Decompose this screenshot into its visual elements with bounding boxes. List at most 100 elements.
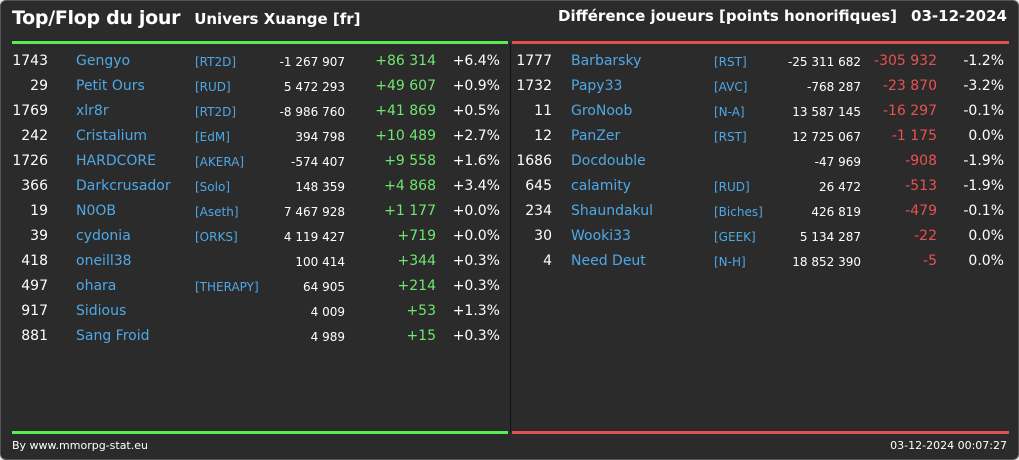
alliance-tag-link[interactable]: [THERAPY]	[195, 280, 259, 294]
points-diff: +86 314	[375, 53, 436, 69]
player-rank: 4	[543, 253, 552, 269]
alliance-tag-link[interactable]: [RST]	[714, 55, 747, 69]
alliance-tag-link[interactable]: [Solo]	[195, 180, 230, 194]
flop-row: 1686 Docdouble -47 969 -908 -1.9%	[511, 149, 1018, 174]
top-divider-red	[512, 41, 1009, 44]
percent-change: +6.4%	[452, 53, 500, 69]
player-name-link[interactable]: Petit Ours	[76, 78, 145, 94]
percent-change: -0.1%	[963, 103, 1004, 119]
alliance-tag-link[interactable]: [RT2D]	[195, 105, 237, 119]
player-points: 148 359	[295, 180, 345, 194]
player-name-link[interactable]: xlr8r	[76, 103, 109, 119]
player-name-link[interactable]: Barbarsky	[571, 53, 642, 69]
top-row: 39 cydonia [ORKS] 4 119 427 +719 +0.0%	[1, 224, 510, 249]
alliance-tag-link[interactable]: [GEEK]	[714, 230, 756, 244]
header-date: 03-12-2024	[911, 7, 1007, 25]
player-name-link[interactable]: Sidious	[76, 303, 127, 319]
alliance-tag-link[interactable]: [N-H]	[714, 255, 746, 269]
player-points: -8 986 760	[279, 105, 345, 119]
player-points: 13 587 145	[792, 105, 861, 119]
player-name-link[interactable]: GroNoob	[571, 103, 633, 119]
percent-change: -1.9%	[963, 153, 1004, 169]
top-row: 29 Petit Ours [RUD] 5 472 293 +49 607 +0.9%	[1, 74, 510, 99]
percent-change: +1.3%	[452, 303, 500, 319]
player-rank: 497	[21, 278, 48, 294]
player-rank: 881	[21, 328, 48, 344]
bottom-divider-red	[512, 431, 1009, 434]
alliance-tag-link[interactable]: [AKERA]	[195, 155, 245, 169]
points-diff: -513	[905, 178, 937, 194]
alliance-tag-link[interactable]: [EdM]	[195, 130, 230, 144]
percent-change: +0.0%	[452, 228, 500, 244]
alliance-tag-link[interactable]: [RUD]	[714, 180, 750, 194]
player-points: 5 134 287	[799, 230, 861, 244]
player-name-link[interactable]: Wooki33	[571, 228, 631, 244]
player-name-link[interactable]: N0OB	[76, 203, 117, 219]
player-rank: 234	[525, 203, 552, 219]
player-points: 4 119 427	[283, 230, 345, 244]
footer-credit: By www.mmorpg-stat.eu	[12, 439, 148, 452]
column-divider	[510, 44, 511, 432]
alliance-tag-link[interactable]: [AVC]	[714, 80, 748, 94]
points-diff: +15	[406, 328, 436, 344]
player-name-link[interactable]: HARDCORE	[76, 153, 156, 169]
top-row: 1743 Gengyo [RT2D] -1 267 907 +86 314 +6.4%	[1, 49, 510, 74]
player-rank: 242	[21, 128, 48, 144]
player-name-link[interactable]: Sang Froid	[76, 328, 150, 344]
points-diff: +1 177	[384, 203, 436, 219]
player-points: 394 798	[295, 130, 345, 144]
player-name-link[interactable]: Darkcrusador	[76, 178, 171, 194]
alliance-tag-link[interactable]: [RT2D]	[195, 55, 237, 69]
points-diff: -16 297	[882, 103, 937, 119]
player-rank: 29	[30, 78, 48, 94]
player-rank: 917	[21, 303, 48, 319]
points-diff: +9 558	[384, 153, 436, 169]
alliance-tag-link[interactable]: [RUD]	[195, 80, 231, 94]
percent-change: +0.0%	[452, 203, 500, 219]
percent-change: -1.2%	[963, 53, 1004, 69]
points-diff: +214	[397, 278, 436, 294]
alliance-tag-link[interactable]: [Biches]	[714, 205, 763, 219]
points-diff: +53	[406, 303, 436, 319]
flop-row: 4 Need Deut [N-H] 18 852 390 -5 0.0%	[511, 249, 1018, 274]
player-rank: 1743	[12, 53, 48, 69]
player-name-link[interactable]: Need Deut	[571, 253, 646, 269]
flop-row: 1777 Barbarsky [RST] -25 311 682 -305 932 -1.…	[511, 49, 1018, 74]
player-name-link[interactable]: Docdouble	[571, 153, 646, 169]
player-name-link[interactable]: calamity	[571, 178, 632, 194]
top-row: 881 Sang Froid 4 989 +15 +0.3%	[1, 324, 510, 349]
top-row: 19 N0OB [Aseth] 7 467 928 +1 177 +0.0%	[1, 199, 510, 224]
player-name-link[interactable]: Gengyo	[76, 53, 131, 69]
points-diff: -1 175	[891, 128, 937, 144]
alliance-tag-link[interactable]: [Aseth]	[195, 205, 239, 219]
player-name-link[interactable]: PanZer	[571, 128, 621, 144]
top-divider-green	[12, 41, 508, 44]
page-title: Top/Flop du jour	[12, 7, 181, 29]
player-name-link[interactable]: cydonia	[76, 228, 131, 244]
player-rank: 1732	[516, 78, 552, 94]
player-name-link[interactable]: Cristalium	[76, 128, 148, 144]
points-diff: +10 489	[375, 128, 436, 144]
top-row: 418 oneill38 100 414 +344 +0.3%	[1, 249, 510, 274]
player-points: 7 467 928	[283, 205, 345, 219]
player-name-link[interactable]: ohara	[76, 278, 117, 294]
percent-change: +0.9%	[452, 78, 500, 94]
universe-label: Univers Xuange [fr]	[194, 10, 361, 28]
player-name-link[interactable]: Papy33	[571, 78, 623, 94]
player-points: 4 009	[310, 305, 345, 319]
player-rank: 1769	[12, 103, 48, 119]
flop-row: 12 PanZer [RST] 12 725 067 -1 175 0.0%	[511, 124, 1018, 149]
bottom-divider-green	[12, 431, 508, 434]
alliance-tag-link[interactable]: [ORKS]	[195, 230, 238, 244]
alliance-tag-link[interactable]: [RST]	[714, 130, 747, 144]
player-points: 26 472	[819, 180, 861, 194]
percent-change: -1.9%	[963, 178, 1004, 194]
metric-label: Différence joueurs [points honorifiques]	[558, 7, 898, 25]
top-row: 1726 HARDCORE [AKERA] -574 407 +9 558 +1.6%	[1, 149, 510, 174]
player-name-link[interactable]: oneill38	[76, 253, 132, 269]
points-diff: +4 868	[384, 178, 436, 194]
alliance-tag-link[interactable]: [N-A]	[714, 105, 745, 119]
player-rank: 39	[30, 228, 48, 244]
player-name-link[interactable]: Shaundakul	[571, 203, 653, 219]
player-rank: 1726	[12, 153, 48, 169]
